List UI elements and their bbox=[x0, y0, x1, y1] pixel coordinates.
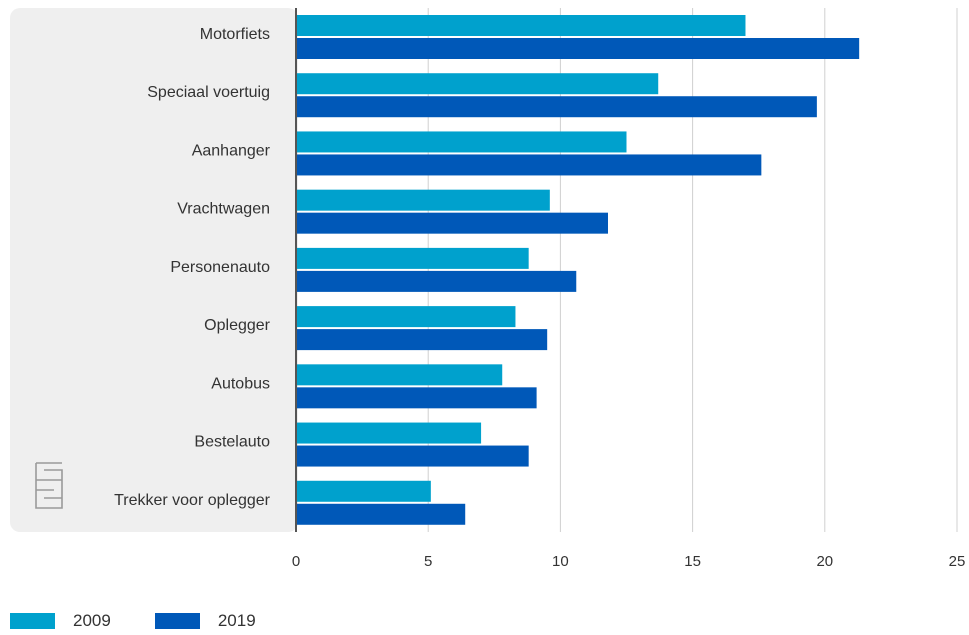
legend-item-2019: 2019 bbox=[154, 611, 256, 631]
x-tick-label: 25 bbox=[949, 553, 966, 570]
x-tick-label: 0 bbox=[292, 553, 300, 570]
bar-2009-4 bbox=[297, 189, 550, 211]
bar-2009-3 bbox=[297, 131, 627, 153]
legend-swatch-2009 bbox=[10, 613, 55, 629]
x-tick-label: 10 bbox=[552, 553, 569, 570]
category-label: Trekker voor oplegger bbox=[114, 492, 271, 509]
bar-2009-9 bbox=[297, 480, 431, 502]
legend-label-2019: 2019 bbox=[217, 611, 256, 630]
bar-2019-2 bbox=[297, 96, 817, 118]
legend-label-2009: 2009 bbox=[73, 611, 111, 630]
bar-2009-1 bbox=[297, 15, 746, 36]
bar-2019-8 bbox=[297, 445, 529, 467]
bar-2019-5 bbox=[297, 270, 577, 292]
category-label: Autobus bbox=[211, 375, 270, 392]
category-label: Oplegger bbox=[204, 317, 270, 334]
category-label: Aanhanger bbox=[192, 142, 271, 159]
cbs-logo-icon bbox=[35, 462, 63, 509]
label-panel bbox=[10, 8, 298, 532]
category-label: Personenauto bbox=[170, 259, 270, 276]
bar-2009-5 bbox=[297, 247, 529, 269]
bars bbox=[297, 15, 860, 525]
bar-2009-2 bbox=[297, 73, 659, 95]
bar-2019-6 bbox=[297, 329, 548, 351]
bar-2019-9 bbox=[297, 503, 466, 525]
grid-lines bbox=[427, 8, 958, 532]
legend-swatch-2019 bbox=[154, 613, 200, 629]
category-label: Bestelauto bbox=[194, 434, 270, 451]
bar-2019-1 bbox=[297, 38, 860, 59]
bar-2019-3 bbox=[297, 154, 762, 176]
bar-2009-6 bbox=[297, 306, 516, 328]
category-label: Motorfiets bbox=[200, 26, 270, 43]
bar-2009-7 bbox=[297, 364, 503, 386]
legend-item-2009: 2009 bbox=[10, 611, 111, 631]
category-label: Speciaal voertuig bbox=[147, 84, 270, 101]
x-tick-label: 15 bbox=[684, 553, 701, 570]
x-tick-labels: 0 5 10 15 20 25 bbox=[292, 553, 966, 570]
x-tick-label: 5 bbox=[424, 553, 432, 570]
legend: 2009 2019 bbox=[10, 611, 300, 631]
bar-2009-8 bbox=[297, 422, 482, 444]
bar-2019-7 bbox=[297, 387, 537, 409]
bar-2019-4 bbox=[297, 212, 608, 234]
category-label: Vrachtwagen bbox=[177, 201, 270, 218]
category-labels: Motorfiets Speciaal voertuig Aanhanger Vrac… bbox=[114, 26, 271, 509]
x-tick-label: 20 bbox=[816, 553, 833, 570]
